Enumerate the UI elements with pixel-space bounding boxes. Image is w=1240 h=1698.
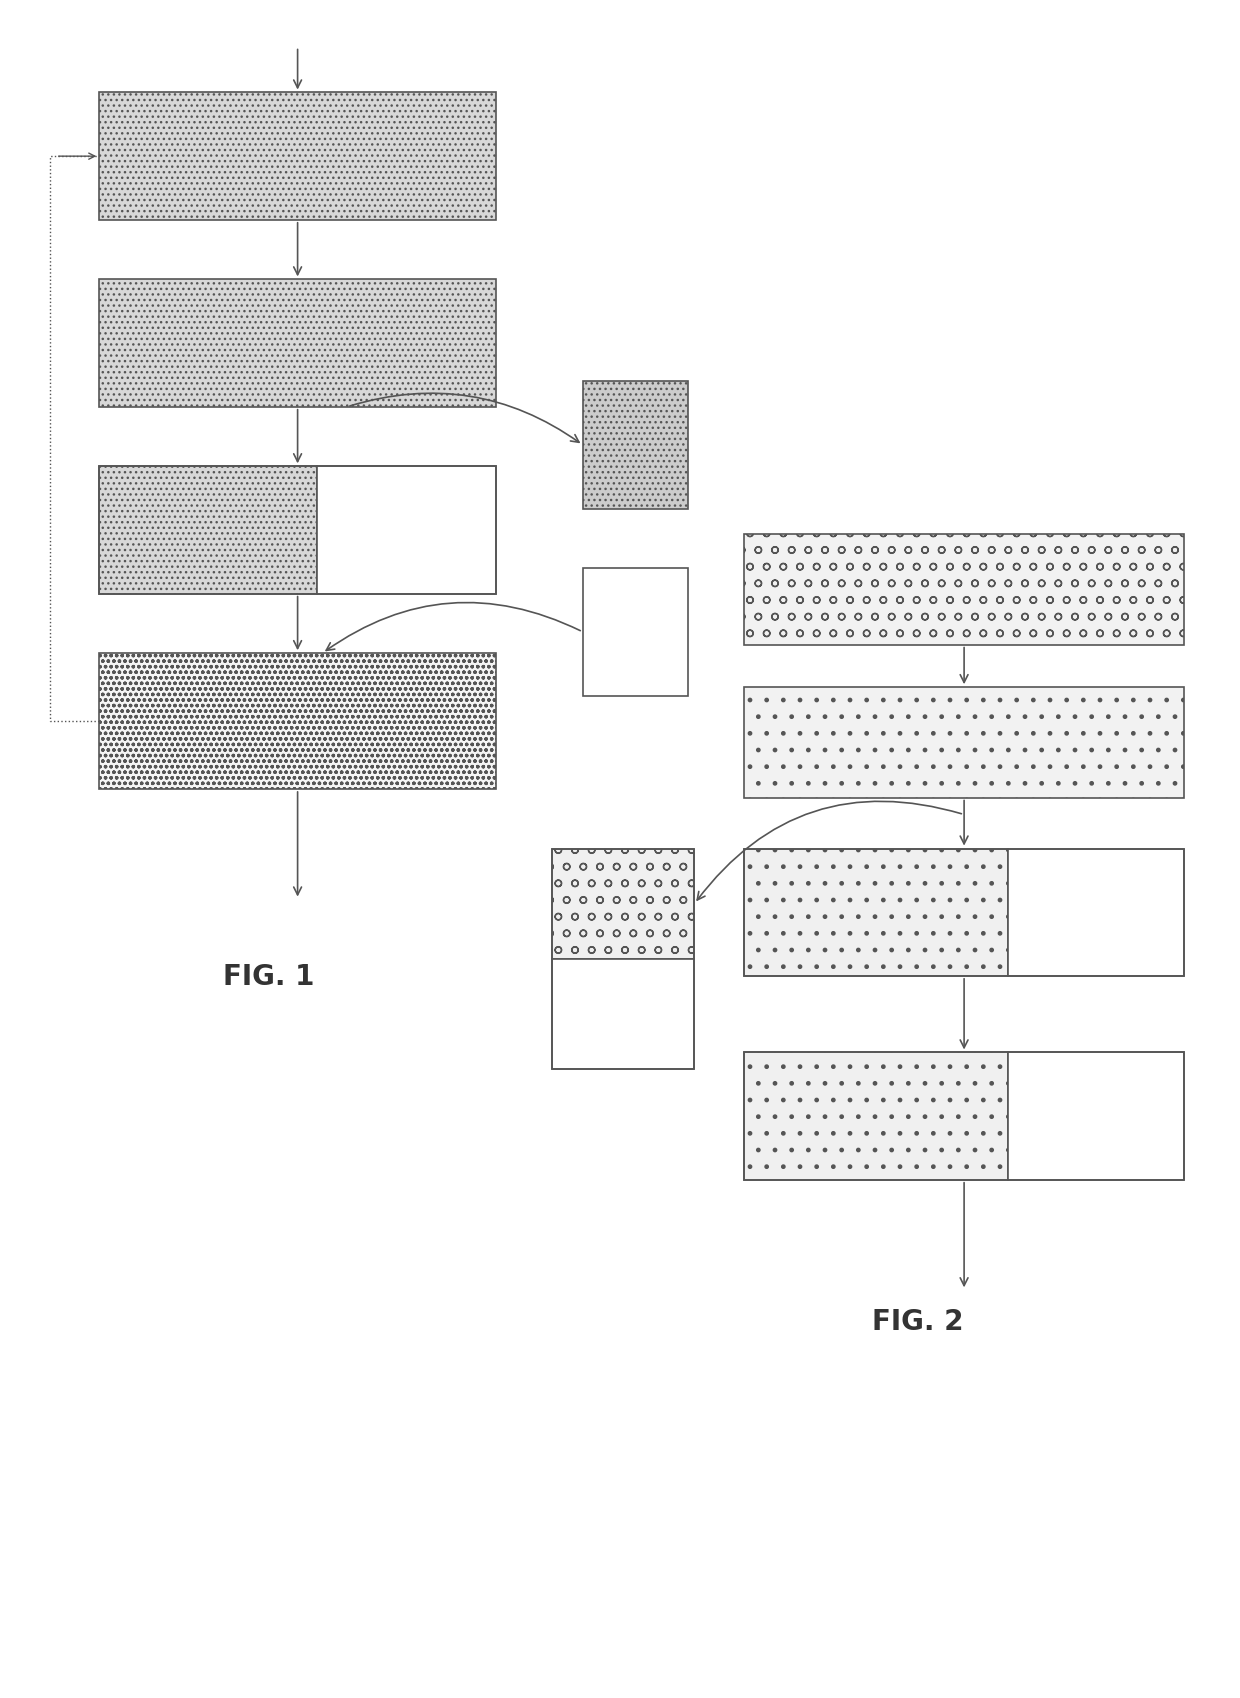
- Bar: [744, 849, 1008, 976]
- Bar: [99, 654, 496, 790]
- Bar: [744, 1053, 1008, 1180]
- Bar: [99, 467, 317, 594]
- Bar: [744, 1053, 1184, 1180]
- Bar: [583, 382, 688, 509]
- Bar: [99, 280, 496, 408]
- Bar: [1008, 849, 1184, 976]
- Bar: [744, 535, 1184, 645]
- Bar: [317, 467, 496, 594]
- Bar: [744, 849, 1184, 976]
- Bar: [99, 467, 496, 594]
- Bar: [744, 688, 1184, 798]
- Bar: [552, 849, 694, 1070]
- Bar: [552, 849, 694, 959]
- Bar: [1008, 1053, 1184, 1180]
- Bar: [552, 959, 694, 1070]
- Bar: [583, 569, 688, 696]
- Bar: [99, 93, 496, 221]
- Text: FIG. 2: FIG. 2: [872, 1307, 963, 1335]
- Text: FIG. 1: FIG. 1: [223, 963, 315, 990]
